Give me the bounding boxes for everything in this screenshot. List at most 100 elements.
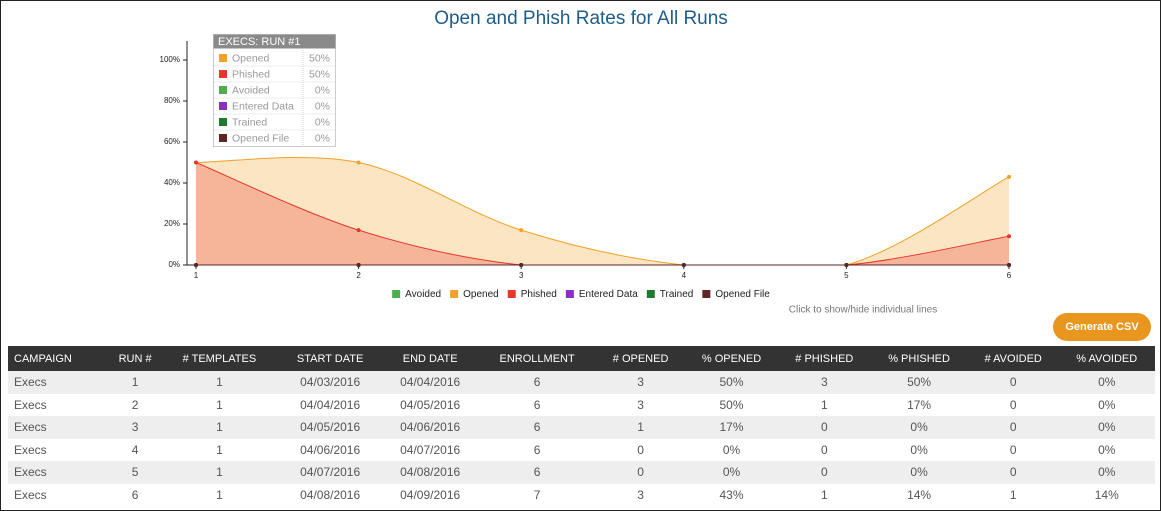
tooltip-title: EXECS: RUN #1 xyxy=(218,36,301,48)
tooltip-label: Entered Data xyxy=(232,100,294,112)
table-cell: 50% xyxy=(719,397,744,412)
table-cell: 3 xyxy=(596,371,685,394)
y-tick-label: 60% xyxy=(164,137,180,146)
tooltip-value: 0% xyxy=(315,100,330,112)
generate-csv-button[interactable]: Generate CSV xyxy=(1053,313,1151,341)
legend-swatch xyxy=(646,290,655,298)
table-cell: 0 xyxy=(1009,397,1017,412)
tooltip-swatch xyxy=(219,118,227,126)
table-cell: 0% xyxy=(722,442,741,457)
tooltip-value: 50% xyxy=(309,52,330,64)
legend: Avoided Opened Phished Entered Data Trained O… xyxy=(392,289,770,300)
tooltip-swatch xyxy=(219,102,227,110)
table-cell: 04/05/2016 xyxy=(400,397,461,412)
table-header: CAMPAIGN RUN # # TEMPLATES START DATE END DA… xyxy=(8,346,1155,371)
table-cell: 1 xyxy=(216,442,223,457)
table-cell: 6 xyxy=(131,487,139,502)
table-cell: 0 xyxy=(596,461,685,484)
column-header: ENROLLMENT xyxy=(477,346,597,371)
column-header: RUN # xyxy=(109,346,162,371)
table-cell: 5 xyxy=(109,461,162,484)
table-cell: 0 xyxy=(778,461,871,484)
legend-item[interactable]: Opened xyxy=(450,289,499,300)
column-header: % AVOIDED xyxy=(1058,346,1155,371)
table-row: Execs 3 1 04/05/2016 04/06/2016 6 1 17% 0 0% 0 0% xyxy=(8,416,1155,439)
legend-swatch xyxy=(450,290,459,298)
table-cell: 1 xyxy=(161,461,278,484)
x-tick-label: 2 xyxy=(356,271,361,280)
legend-label: Entered Data xyxy=(579,289,638,300)
column-header: CAMPAIGN xyxy=(8,346,110,371)
tooltip-value: 0% xyxy=(315,84,330,96)
table-cell: 04/06/2016 xyxy=(300,442,361,457)
x-tick-label: 3 xyxy=(519,271,524,280)
data-point xyxy=(1007,234,1011,239)
table-cell: 50% xyxy=(870,371,968,394)
table-cell: 0 xyxy=(820,442,828,457)
legend-note: Click to show/hide individual lines xyxy=(789,305,937,316)
table-cell: 7 xyxy=(533,487,541,502)
tooltip-swatch xyxy=(219,54,227,62)
y-tick-label: 0% xyxy=(168,260,180,269)
x-tick-label: 1 xyxy=(194,271,199,280)
legend-item[interactable]: Entered Data xyxy=(565,289,638,300)
table-cell: 04/08/2016 xyxy=(382,461,478,484)
table-cell: 6 xyxy=(477,371,597,394)
legend-swatch xyxy=(702,290,711,298)
table-cell: 17% xyxy=(684,416,779,439)
column-header: % OPENED xyxy=(684,346,779,371)
tooltip-header xyxy=(213,34,336,49)
table-cell: 3 xyxy=(637,487,644,502)
table-cell: 1 xyxy=(161,416,278,439)
table-cell: 0% xyxy=(1058,461,1155,484)
table-row: Execs 5 1 04/07/2016 04/08/2016 6 0 0% 0 0% 0 0% xyxy=(8,461,1155,484)
table-cell: 6 xyxy=(533,442,541,457)
table-cell: 04/04/2016 xyxy=(382,371,478,394)
column-header: # TEMPLATES xyxy=(161,346,278,371)
table-cell: 04/04/2016 xyxy=(300,397,361,412)
legend-item[interactable]: Phished xyxy=(507,289,557,300)
table-cell: 1 xyxy=(820,397,828,412)
table-cell: 1 xyxy=(820,487,828,502)
column-header: END DATE xyxy=(382,346,478,371)
tooltip: EXECS: RUN #1 Opened 50% Phished 50% Avoided 0… xyxy=(213,34,336,147)
series-line xyxy=(195,157,1010,266)
table-cell: 1 xyxy=(1009,487,1017,502)
data-point xyxy=(519,263,524,267)
legend-item[interactable]: Opened File xyxy=(702,289,770,300)
table-cell: 1 xyxy=(216,397,223,412)
table-cell: Execs xyxy=(14,487,47,502)
chart-title: Open and Phish Rates for All Runs xyxy=(434,8,728,29)
table-cell: Execs xyxy=(14,442,47,457)
data-point xyxy=(194,263,198,267)
table-cell: 0 xyxy=(637,442,644,457)
table-cell: 1 xyxy=(596,416,685,439)
series-area xyxy=(196,157,1009,265)
table-cell: 0% xyxy=(870,461,968,484)
table-cell: 17% xyxy=(907,397,932,412)
table-cell: Execs xyxy=(8,371,110,394)
tooltip-label: Opened File xyxy=(232,132,289,144)
table-cell: 6 xyxy=(533,397,541,412)
legend-label: Opened File xyxy=(715,289,770,300)
table-cell: 04/09/2016 xyxy=(400,487,461,502)
table-row: Execs 6 1 04/08/2016 04/09/2016 7 3 43% 1 14% 1 14% xyxy=(8,484,1155,507)
table-cell: 0% xyxy=(1058,416,1155,439)
legend-swatch xyxy=(565,290,574,298)
table-cell: 3 xyxy=(109,416,162,439)
data-point xyxy=(844,263,849,267)
x-tick-label: 4 xyxy=(682,271,687,280)
legend-item[interactable]: Trained xyxy=(646,289,694,300)
column-header: % PHISHED xyxy=(870,346,968,371)
table-cell: 4 xyxy=(131,442,139,457)
y-tick-label: 100% xyxy=(160,55,180,64)
table-cell: 0% xyxy=(910,442,928,457)
data-point xyxy=(1007,263,1011,267)
runs-table: CAMPAIGN RUN # # TEMPLATES START DATE END DA… xyxy=(8,346,1155,506)
tooltip-label: Avoided xyxy=(232,84,270,96)
legend-item[interactable]: Avoided xyxy=(392,289,441,300)
table-row: Execs 4 1 04/06/2016 04/07/2016 6 0 0% 0 0% 0 0% xyxy=(8,439,1155,462)
table-cell: 0% xyxy=(1098,442,1116,457)
table-cell: Execs xyxy=(8,461,110,484)
